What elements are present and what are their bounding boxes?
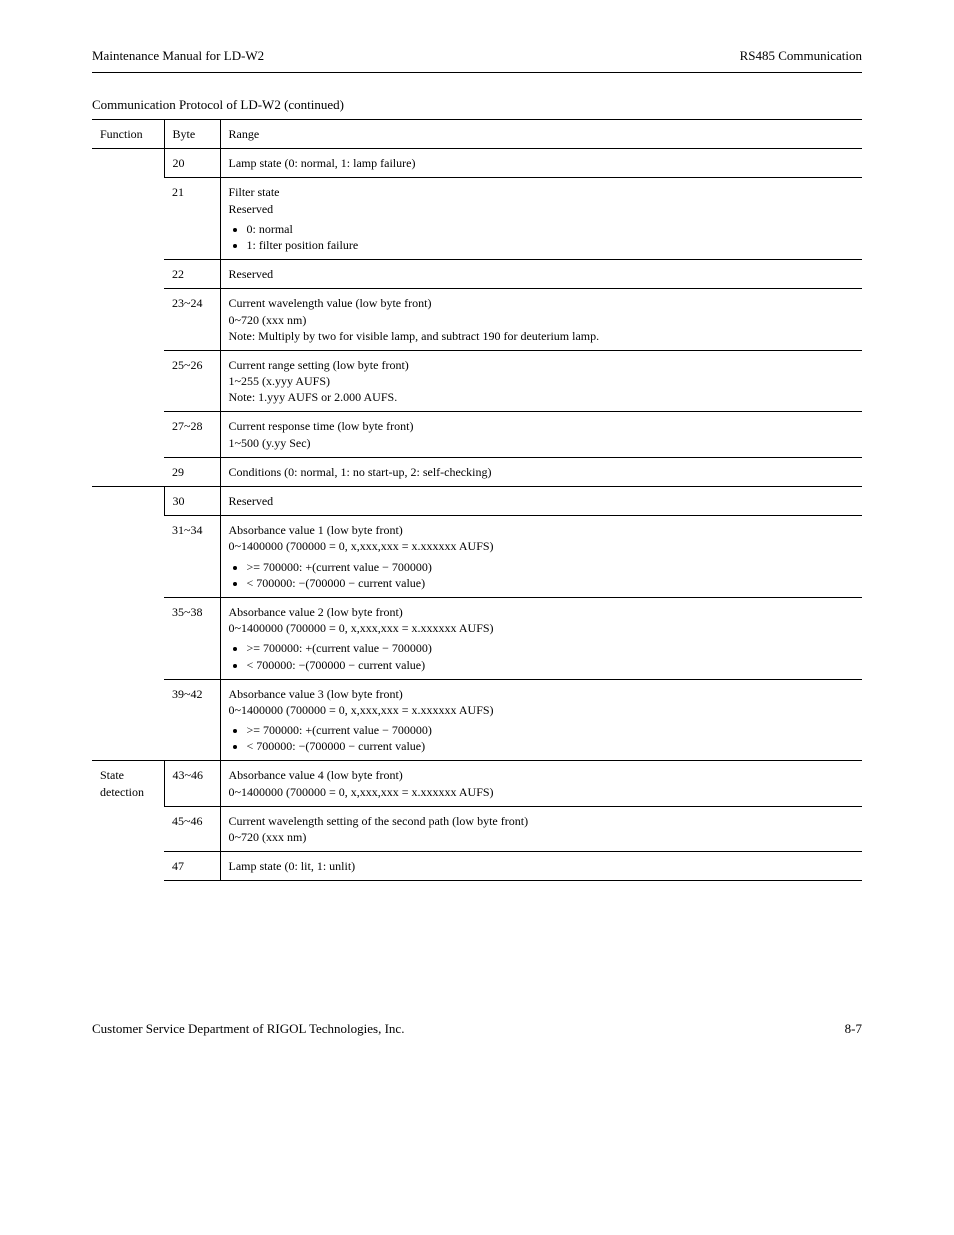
byte-cell: 25~26 bbox=[164, 350, 220, 412]
range-cell: Reserved bbox=[220, 260, 862, 289]
range-cell: Reserved bbox=[220, 487, 862, 516]
table-row: 27~28Current response time (low byte fro… bbox=[92, 412, 862, 457]
function-cell bbox=[92, 149, 164, 487]
range-cell: Current wavelength value (low byte front… bbox=[220, 289, 862, 351]
byte-cell: 29 bbox=[164, 457, 220, 486]
bullet-item: 0: normal bbox=[247, 221, 855, 237]
table-row: 21Filter stateReserved0: normal1: filter… bbox=[92, 178, 862, 260]
table-row: 23~24Current wavelength value (low byte … bbox=[92, 289, 862, 351]
byte-cell: 22 bbox=[164, 260, 220, 289]
table-row: 31~34Absorbance value 1 (low byte front)… bbox=[92, 516, 862, 598]
table-row: 22Reserved bbox=[92, 260, 862, 289]
range-cell: Absorbance value 2 (low byte front)0~140… bbox=[220, 597, 862, 679]
footer-left: Customer Service Department of RIGOL Tec… bbox=[92, 1021, 404, 1037]
col-range: Range bbox=[220, 120, 862, 149]
bullet-item: >= 700000: +(current value − 700000) bbox=[247, 722, 855, 738]
protocol-table: FunctionByteRange20Lamp state (0: normal… bbox=[92, 119, 862, 881]
range-cell: Lamp state (0: lit, 1: unlit) bbox=[220, 852, 862, 881]
bullet-item: < 700000: −(700000 − current value) bbox=[247, 738, 855, 754]
table-row: 29Conditions (0: normal, 1: no start-up,… bbox=[92, 457, 862, 486]
col-byte: Byte bbox=[164, 120, 220, 149]
range-cell: Conditions (0: normal, 1: no start-up, 2… bbox=[220, 457, 862, 486]
footer-right: 8-7 bbox=[845, 1021, 862, 1037]
byte-cell: 20 bbox=[164, 149, 220, 178]
byte-cell: 31~34 bbox=[164, 516, 220, 598]
table-row: 20Lamp state (0: normal, 1: lamp failure… bbox=[92, 149, 862, 178]
header-row: FunctionByteRange bbox=[92, 120, 862, 149]
byte-cell: 45~46 bbox=[164, 806, 220, 851]
range-cell: Absorbance value 4 (low byte front)0~140… bbox=[220, 761, 862, 806]
table-row: 47Lamp state (0: lit, 1: unlit) bbox=[92, 852, 862, 881]
range-cell: Current response time (low byte front)1~… bbox=[220, 412, 862, 457]
bullet-item: < 700000: −(700000 − current value) bbox=[247, 657, 855, 673]
byte-cell: 39~42 bbox=[164, 679, 220, 761]
col-function: Function bbox=[92, 120, 164, 149]
range-cell: Absorbance value 3 (low byte front)0~140… bbox=[220, 679, 862, 761]
table-row: State detection43~46Absorbance value 4 (… bbox=[92, 761, 862, 806]
table-row: 45~46Current wavelength setting of the s… bbox=[92, 806, 862, 851]
bullet-item: >= 700000: +(current value − 700000) bbox=[247, 559, 855, 575]
function-cell: State detection bbox=[92, 761, 164, 881]
function-cell bbox=[92, 487, 164, 761]
table-row: 25~26Current range setting (low byte fro… bbox=[92, 350, 862, 412]
table-row: 30Reserved bbox=[92, 487, 862, 516]
page-footer: Customer Service Department of RIGOL Tec… bbox=[92, 1021, 862, 1037]
range-cell: Absorbance value 1 (low byte front)0~140… bbox=[220, 516, 862, 598]
byte-cell: 23~24 bbox=[164, 289, 220, 351]
running-head-right: RS485 Communication bbox=[740, 48, 862, 64]
range-cell: Lamp state (0: normal, 1: lamp failure) bbox=[220, 149, 862, 178]
table-row: 39~42Absorbance value 3 (low byte front)… bbox=[92, 679, 862, 761]
table-row: 35~38Absorbance value 2 (low byte front)… bbox=[92, 597, 862, 679]
byte-cell: 30 bbox=[164, 487, 220, 516]
byte-cell: 47 bbox=[164, 852, 220, 881]
range-cell: Current range setting (low byte front)1~… bbox=[220, 350, 862, 412]
bullet-item: >= 700000: +(current value − 700000) bbox=[247, 640, 855, 656]
header-rule bbox=[92, 72, 862, 73]
bullet-item: 1: filter position failure bbox=[247, 237, 855, 253]
range-cell: Current wavelength setting of the second… bbox=[220, 806, 862, 851]
table-title: Communication Protocol of LD-W2 (continu… bbox=[92, 97, 862, 113]
bullet-item: < 700000: −(700000 − current value) bbox=[247, 575, 855, 591]
running-head: Maintenance Manual for LD-W2 RS485 Commu… bbox=[92, 48, 862, 64]
byte-cell: 35~38 bbox=[164, 597, 220, 679]
byte-cell: 43~46 bbox=[164, 761, 220, 806]
range-cell: Filter stateReserved0: normal1: filter p… bbox=[220, 178, 862, 260]
byte-cell: 27~28 bbox=[164, 412, 220, 457]
byte-cell: 21 bbox=[164, 178, 220, 260]
running-head-left: Maintenance Manual for LD-W2 bbox=[92, 48, 264, 64]
